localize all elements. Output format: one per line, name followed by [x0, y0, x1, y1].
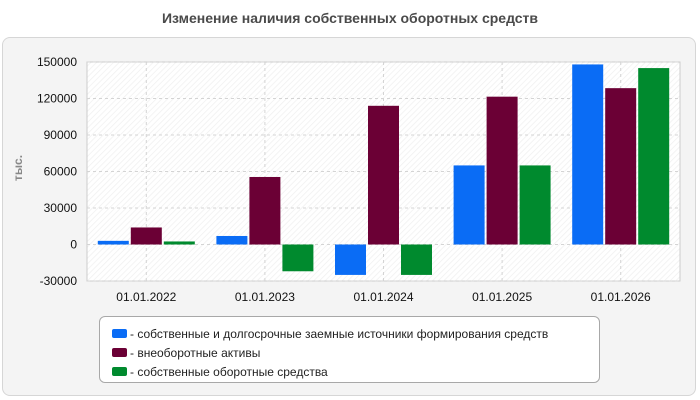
x-tick-label: 01.01.2023 [235, 290, 295, 304]
bar-series-3-01.01.2026 [638, 68, 670, 245]
y-tick-label: 150000 [37, 55, 77, 69]
x-tick-labels: 01.01.2022 01.01.2023 01.01.2024 01.01.2025… [116, 290, 651, 304]
x-tick-label: 01.01.2024 [353, 290, 413, 304]
y-axis-label: тыс. [11, 155, 25, 181]
legend-swatch [112, 367, 127, 376]
legend-label: - внеоборотные активы [130, 345, 261, 360]
y-tick-label: 60000 [44, 165, 78, 179]
legend-item-series-2: - внеоборотные активы [112, 343, 599, 362]
bar-series-1-01.01.2025 [453, 165, 485, 245]
bar-series-2-01.01.2026 [605, 88, 637, 245]
legend-swatch [112, 329, 127, 338]
y-tick-label: -30000 [40, 274, 78, 288]
bar-series-1-01.01.2023 [216, 235, 248, 245]
bar-series-2-01.01.2025 [486, 96, 518, 245]
bar-series-2-01.01.2022 [130, 227, 162, 245]
legend-label: - собственные оборотные средства [130, 364, 328, 379]
bars [97, 64, 670, 275]
bar-series-1-01.01.2026 [572, 64, 604, 245]
bar-series-2-01.01.2023 [249, 176, 281, 245]
bar-series-3-01.01.2025 [519, 165, 551, 245]
x-tick-label: 01.01.2026 [591, 290, 651, 304]
bar-series-2-01.01.2024 [368, 105, 399, 245]
y-tick-labels: 150000 120000 90000 60000 30000 0 -30000 [37, 55, 77, 288]
y-tick-label: 90000 [44, 128, 78, 142]
x-tick-label: 01.01.2025 [472, 290, 532, 304]
legend-label: - собственные и долгосрочные заемные ист… [130, 326, 549, 341]
y-tick-label: 0 [70, 238, 77, 252]
chart-title: Изменение наличия собственных оборотных … [161, 10, 539, 26]
y-tick-label: 120000 [37, 92, 77, 106]
bar-series-3-01.01.2024 [401, 244, 432, 275]
x-tick-label: 01.01.2022 [116, 290, 176, 304]
bar-series-1-01.01.2024 [335, 244, 366, 275]
y-tick-label: 30000 [44, 201, 78, 215]
bar-series-3-01.01.2022 [163, 241, 195, 245]
legend-swatch [112, 348, 127, 357]
bar-series-1-01.01.2022 [97, 240, 129, 245]
legend-item-series-3: - собственные оборотные средства [112, 362, 599, 381]
legend-item-series-1: - собственные и долгосрочные заемные ист… [112, 324, 599, 343]
legend: - собственные и долгосрочные заемные ист… [99, 316, 600, 383]
bar-series-3-01.01.2023 [282, 244, 314, 272]
